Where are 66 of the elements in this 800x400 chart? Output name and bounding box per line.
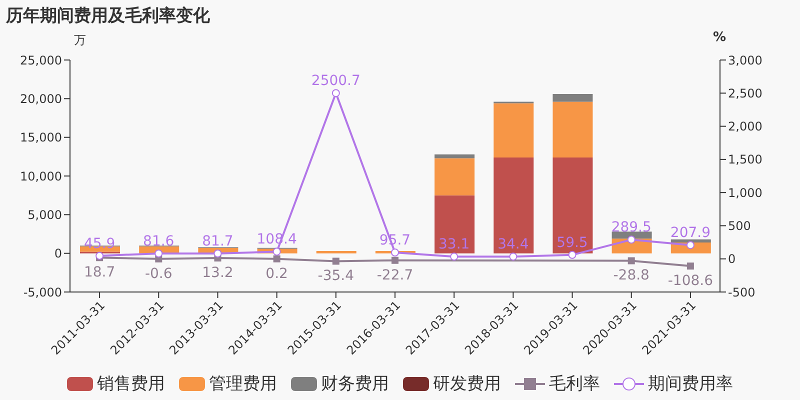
y-tick-label: 5,000 [28, 208, 62, 222]
y2-tick-label: 1,000 [728, 186, 762, 200]
point [332, 89, 340, 98]
data-label: -0.6 [144, 266, 172, 282]
legend-label: 销售费用 [97, 373, 165, 395]
y-axis-title: 万 [74, 32, 86, 49]
legend-label: 毛利率 [549, 373, 600, 395]
bar [494, 157, 534, 254]
y-tick-label: 25,000 [20, 53, 62, 68]
data-label: 81.6 [143, 233, 174, 250]
data-label: 13.2 [202, 264, 234, 281]
point [628, 257, 635, 264]
point [272, 248, 281, 256]
y2-tick-label: 2,000 [728, 120, 762, 134]
data-label: 81.7 [202, 233, 234, 250]
data-label: 207.9 [670, 225, 710, 242]
bar [552, 94, 593, 102]
point [392, 256, 398, 264]
data-label: 33.1 [438, 236, 470, 253]
point [686, 241, 694, 250]
point [332, 258, 340, 265]
legend-label: 财务费用 [321, 373, 389, 395]
y2-tick-label: -500 [728, 285, 756, 300]
point [273, 255, 280, 262]
bar [434, 195, 475, 254]
y-tick-label: 20,000 [20, 92, 62, 106]
y2-tick-label: 3,000 [728, 53, 762, 68]
bar [670, 239, 711, 243]
point [568, 250, 576, 259]
point [391, 248, 399, 257]
data-label: 2500.7 [311, 73, 360, 90]
bar [434, 158, 475, 196]
bar [434, 154, 475, 158]
point [450, 252, 458, 261]
y2-tick-label: 0 [728, 252, 736, 266]
data-label: -108.6 [668, 272, 714, 289]
y2-tick-label: 1,500 [728, 152, 762, 167]
y-tick-label: 15,000 [20, 130, 62, 145]
data-label: 34.4 [498, 236, 529, 253]
y-tick-label: 0 [54, 246, 62, 261]
point [686, 262, 694, 270]
bar [552, 157, 593, 254]
point [96, 252, 104, 260]
data-label: -22.7 [376, 267, 414, 284]
data-label: -35.4 [318, 268, 354, 284]
y2-tick-label: 2,500 [728, 86, 762, 100]
y-tick-label: 10,000 [20, 169, 62, 184]
point [214, 249, 222, 258]
bar [612, 232, 652, 239]
legend-label: 管理费用 [209, 373, 277, 395]
bar [552, 102, 593, 158]
y2-tick-label: 500 [728, 218, 751, 233]
data-label: -28.8 [613, 268, 650, 284]
legend-label: 研发费用 [433, 373, 501, 395]
bar [494, 103, 534, 158]
point [154, 249, 163, 258]
y2-axis-title: % [713, 30, 726, 45]
chart-title: 历年期间费用及毛利率变化 [6, 5, 210, 27]
data-label: 289.5 [611, 220, 652, 236]
data-label: 0.2 [266, 266, 288, 282]
point [627, 236, 636, 244]
point [509, 252, 518, 261]
legend-label: 期间费用率 [648, 373, 733, 395]
y-tick-label: -5,000 [23, 285, 62, 300]
data-label: 59.5 [556, 234, 588, 251]
data-label: 18.7 [84, 264, 116, 281]
